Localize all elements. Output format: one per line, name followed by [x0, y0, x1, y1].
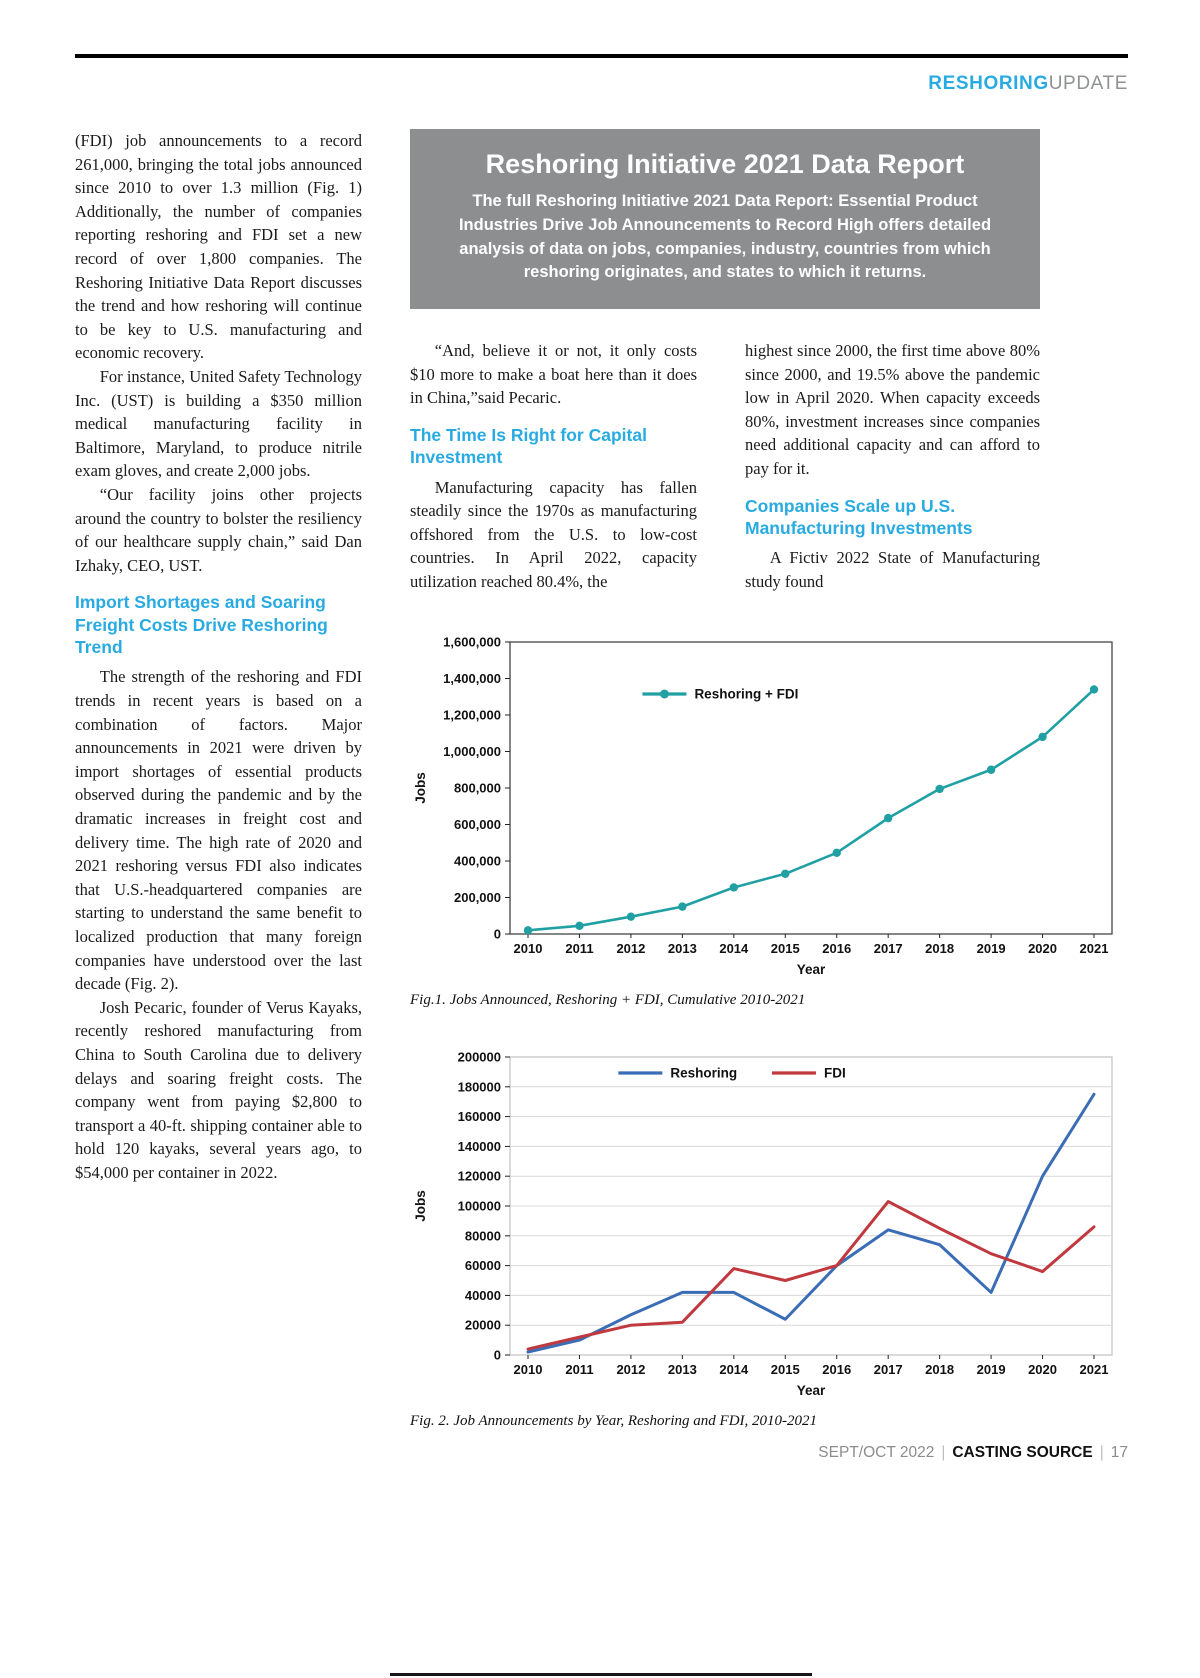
main-column: Reshoring Initiative 2021 Data Report Th…	[410, 129, 1128, 1430]
right-column: highest since 2000, the first time above…	[745, 339, 1040, 594]
section-masthead: RESHORINGUPDATE	[75, 73, 1128, 95]
svg-text:2017: 2017	[874, 941, 903, 956]
paragraph: A Fictiv 2022 State of Manufacturing stu…	[745, 548, 1040, 591]
svg-text:2016: 2016	[822, 941, 851, 956]
page-footer: SEPT/OCT 2022 | CASTING SOURCE | 17	[75, 1444, 1128, 1462]
footer-issue: SEPT/OCT 2022	[818, 1443, 935, 1461]
footer-magazine-name: CASTING SOURCE	[952, 1443, 1093, 1461]
svg-text:0: 0	[494, 926, 501, 941]
svg-text:40000: 40000	[465, 1287, 501, 1302]
fig1-caption: Fig.1. Jobs Announced, Reshoring + FDI, …	[410, 991, 806, 1008]
footer-separator: |	[941, 1443, 946, 1461]
header-rule	[75, 54, 1128, 58]
infobox-blurb: The full Reshoring Initiative 2021 Data …	[458, 192, 992, 282]
page-bottom-rule	[390, 1673, 812, 1676]
svg-text:100000: 100000	[458, 1198, 501, 1213]
page-content: (FDI) job announcements to a record 261,…	[75, 129, 1128, 1430]
svg-text:Reshoring + FDI: Reshoring + FDI	[694, 686, 798, 701]
svg-text:800,000: 800,000	[454, 780, 501, 795]
subheading-import-shortages: Import Shortages and Soaring Freight Cos…	[75, 592, 328, 658]
fig2-caption: Fig. 2. Job Announcements by Year, Resho…	[410, 1412, 818, 1429]
svg-text:80000: 80000	[465, 1228, 501, 1243]
paragraph: Josh Pecaric, founder of Verus Kayaks, r…	[75, 997, 362, 1182]
svg-text:Jobs: Jobs	[413, 772, 428, 804]
svg-text:2017: 2017	[874, 1362, 903, 1377]
subheading-manufacturing-investments: Companies Scale up U.S. Manufacturing In…	[745, 495, 973, 538]
svg-text:2015: 2015	[771, 941, 800, 956]
svg-text:20000: 20000	[465, 1317, 501, 1332]
masthead-update-label: UPDATE	[1048, 73, 1128, 94]
svg-text:1,400,000: 1,400,000	[443, 671, 501, 686]
figure-2: 0 20000 40000 60000 80000 100000 120000 140000 1…	[410, 1043, 1128, 1430]
data-report-infobox: Reshoring Initiative 2021 Data Report Th…	[410, 129, 1040, 309]
svg-text:2018: 2018	[925, 1362, 954, 1377]
svg-text:1,600,000: 1,600,000	[443, 634, 501, 649]
svg-text:2020: 2020	[1028, 941, 1057, 956]
svg-text:Jobs: Jobs	[413, 1190, 428, 1222]
svg-text:2021: 2021	[1080, 1362, 1109, 1377]
svg-text:FDI: FDI	[824, 1065, 846, 1080]
svg-text:2013: 2013	[668, 1362, 697, 1377]
svg-text:2019: 2019	[977, 941, 1006, 956]
svg-text:600,000: 600,000	[454, 817, 501, 832]
svg-text:Reshoring: Reshoring	[670, 1065, 737, 1080]
fig2-annual-jobs-chart: 0 20000 40000 60000 80000 100000 120000 140000 1…	[413, 1049, 1113, 1398]
svg-text:2012: 2012	[616, 941, 645, 956]
svg-text:2014: 2014	[719, 941, 749, 956]
paragraph: Manufacturing capacity has fallen steadi…	[410, 477, 697, 591]
paragraph: The strength of the reshoring and FDI tr…	[75, 667, 362, 994]
middle-column: “And, believe it or not, it only costs $…	[410, 339, 697, 594]
svg-text:140000: 140000	[458, 1138, 501, 1153]
svg-text:200000: 200000	[458, 1049, 501, 1064]
svg-text:160000: 160000	[458, 1109, 501, 1124]
masthead-reshoring-label: RESHORING	[928, 73, 1049, 94]
fig1-cumulative-jobs-chart: 0 200,000 400,000 600,000 800,000 1,000,000 1,…	[413, 634, 1113, 977]
paragraph: highest since 2000, the first time above…	[745, 341, 1040, 478]
left-column: (FDI) job announcements to a record 261,…	[75, 129, 362, 1430]
svg-text:2010: 2010	[514, 1362, 543, 1377]
footer-page-number: 17	[1110, 1443, 1128, 1461]
svg-text:200,000: 200,000	[454, 890, 501, 905]
svg-text:2021: 2021	[1080, 941, 1109, 956]
svg-text:2015: 2015	[771, 1362, 800, 1377]
svg-text:60000: 60000	[465, 1258, 501, 1273]
svg-text:2019: 2019	[977, 1362, 1006, 1377]
svg-text:400,000: 400,000	[454, 853, 501, 868]
svg-text:120000: 120000	[458, 1168, 501, 1183]
paragraph: “Our facility joins other projects aroun…	[75, 484, 362, 575]
svg-text:Year: Year	[797, 1383, 826, 1398]
svg-text:2016: 2016	[822, 1362, 851, 1377]
figure-1: 0 200,000 400,000 600,000 800,000 1,000,000 1,…	[410, 628, 1128, 1009]
svg-text:0: 0	[494, 1347, 501, 1362]
infobox-title: Reshoring Initiative 2021 Data Report	[485, 149, 965, 179]
svg-text:2011: 2011	[565, 1362, 593, 1377]
svg-text:2011: 2011	[565, 941, 593, 956]
svg-text:1,000,000: 1,000,000	[443, 744, 501, 759]
paragraph: (FDI) job announcements to a record 261,…	[75, 131, 362, 363]
svg-text:2014: 2014	[719, 1362, 749, 1377]
svg-text:2012: 2012	[616, 1362, 645, 1377]
footer-separator: |	[1099, 1443, 1104, 1461]
svg-text:180000: 180000	[458, 1079, 501, 1094]
svg-text:1,200,000: 1,200,000	[443, 707, 501, 722]
svg-text:2010: 2010	[514, 941, 543, 956]
svg-text:Year: Year	[797, 962, 826, 977]
svg-text:2013: 2013	[668, 941, 697, 956]
paragraph: “And, believe it or not, it only costs $…	[410, 341, 697, 408]
paragraph: For instance, United Safety Technology I…	[75, 366, 362, 481]
svg-text:2018: 2018	[925, 941, 954, 956]
body-two-columns: “And, believe it or not, it only costs $…	[410, 339, 1040, 594]
svg-text:2020: 2020	[1028, 1362, 1057, 1377]
subheading-capital-investment: The Time Is Right for Capital Investment	[410, 424, 647, 468]
